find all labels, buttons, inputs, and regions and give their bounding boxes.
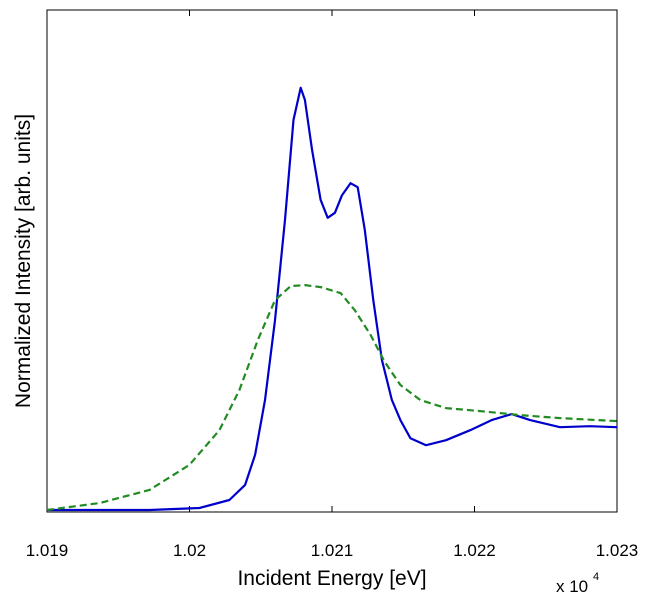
series-line (46, 284, 618, 512)
y-axis-label: Normalized Intensity [arb. units] (12, 114, 35, 408)
x-tick-label: 1.02 (173, 541, 206, 560)
x-tick-label: 1.023 (596, 541, 639, 560)
plot-frame (46, 9, 618, 513)
x-tick-label: 1.021 (311, 541, 354, 560)
series-line (47, 86, 618, 512)
x-multiplier-exponent: 4 (593, 571, 599, 583)
x-axis-label: Incident Energy [eV] (237, 567, 426, 590)
x-tick-label: 1.019 (26, 541, 69, 560)
x-tick-label: 1.022 (453, 541, 496, 560)
x-multiplier: x 10 (556, 577, 588, 596)
